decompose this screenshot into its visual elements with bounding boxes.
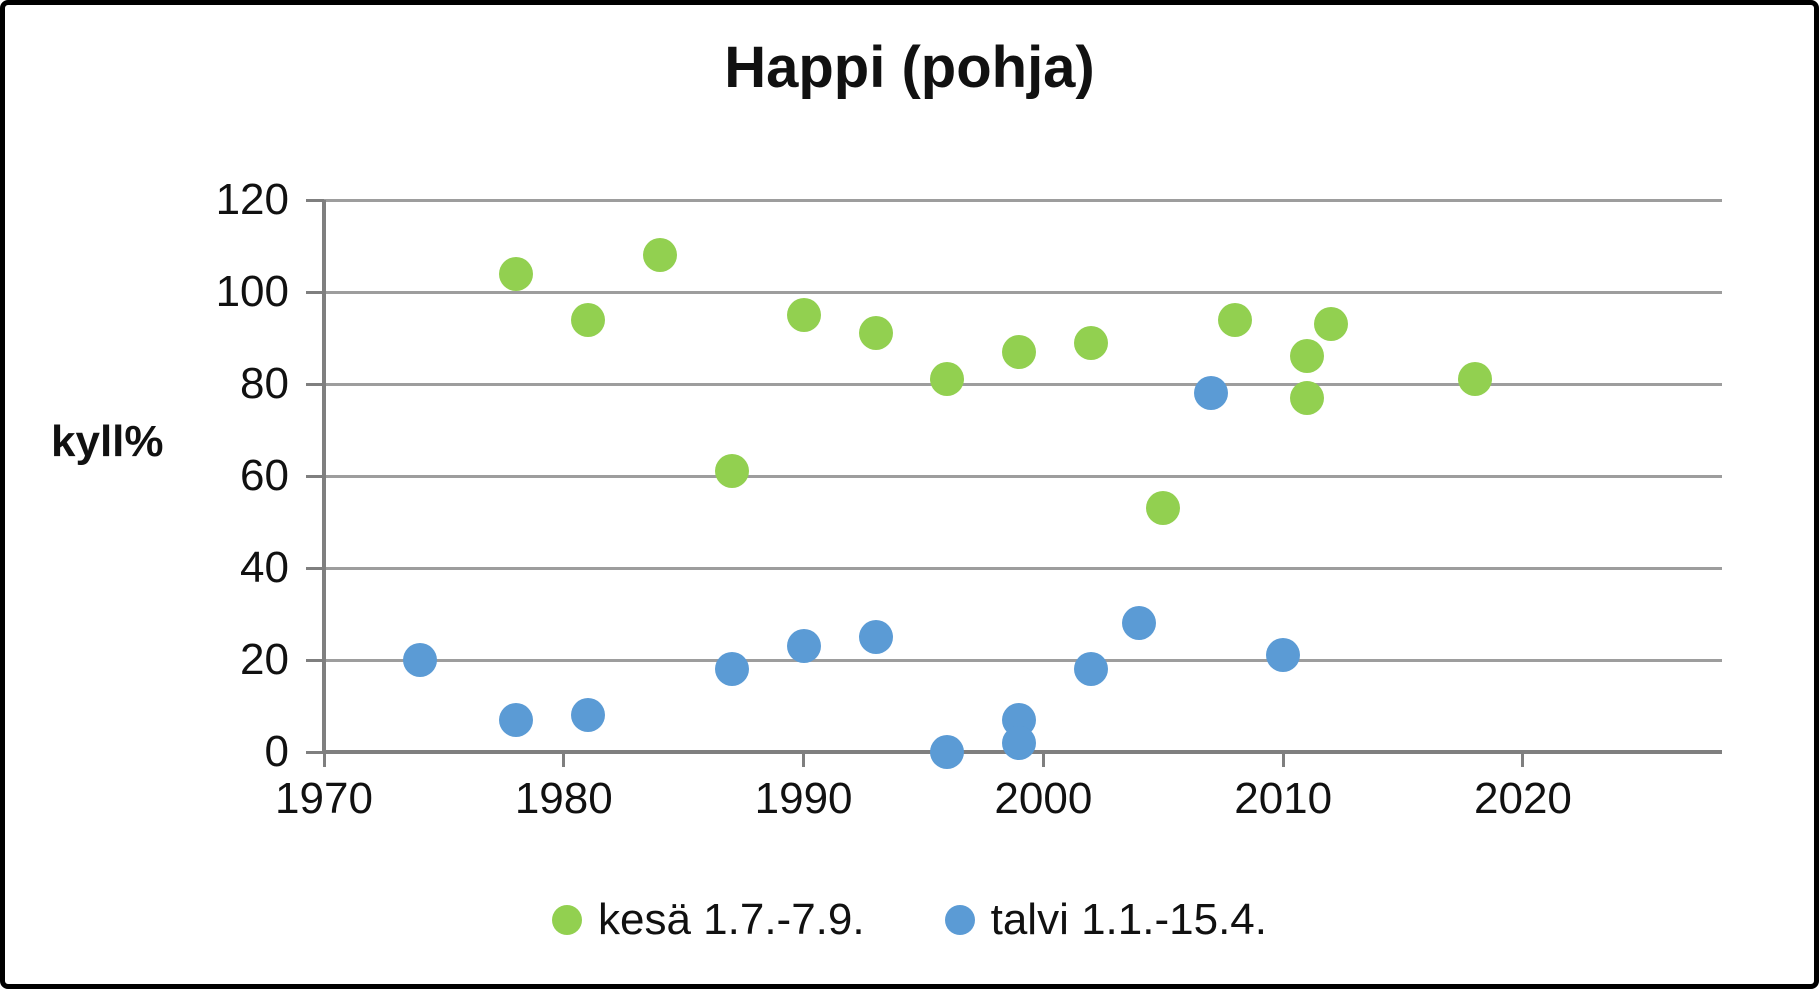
data-point: [1074, 325, 1109, 360]
gridline: [324, 382, 1722, 386]
y-tick-label: 20: [240, 635, 289, 684]
legend-item: kesä 1.7.-7.9.: [552, 895, 865, 945]
x-tick-label: 1990: [754, 774, 853, 823]
legend-item: talvi 1.1.-15.4.: [944, 895, 1267, 945]
data-point: [930, 362, 965, 397]
data-point: [642, 238, 677, 273]
y-axis-tick: [306, 290, 324, 294]
data-point: [570, 698, 605, 733]
y-axis-tick: [306, 198, 324, 202]
y-tick-label: 60: [240, 451, 289, 500]
y-axis-tick: [306, 474, 324, 478]
x-tick-label: 2010: [1234, 774, 1333, 823]
data-point: [498, 256, 533, 291]
y-tick-label: 40: [240, 543, 289, 592]
y-tick-label: 0: [264, 727, 289, 776]
data-point: [858, 620, 893, 654]
data-point: [1194, 376, 1229, 411]
data-point: [498, 702, 533, 737]
x-axis-tick: [1041, 752, 1045, 767]
gridline: [324, 566, 1722, 570]
x-tick-label: 1980: [514, 774, 613, 823]
legend-marker-icon: [552, 905, 582, 935]
x-axis-tick: [1521, 752, 1525, 767]
data-point: [1290, 380, 1325, 415]
legend-marker-icon: [944, 905, 975, 935]
data-point: [1002, 725, 1037, 760]
data-point: [1458, 362, 1492, 397]
y-axis-tick: [306, 566, 324, 570]
y-axis-line: [322, 200, 326, 752]
data-point: [786, 629, 821, 664]
y-tick-label: 120: [215, 175, 289, 224]
y-axis-title: kyll%: [51, 417, 164, 466]
data-point: [714, 454, 749, 489]
data-point: [1074, 652, 1109, 687]
x-axis-tick: [322, 752, 326, 767]
gridline: [324, 198, 1722, 202]
gridline: [324, 658, 1722, 662]
data-point: [1218, 302, 1253, 337]
plot-area: 0 20 40 60 80 100 120 1970 1980 1990 2000 2010 2020: [216, 175, 1722, 823]
x-axis-tick: [802, 752, 806, 767]
data-point: [402, 643, 437, 677]
x-tick-label: 2000: [994, 774, 1093, 823]
data-point: [786, 298, 821, 332]
data-point: [1146, 491, 1181, 526]
data-point: [570, 302, 605, 337]
y-tick-label: 80: [240, 359, 289, 408]
gridline: [324, 290, 1722, 294]
data-point: [714, 652, 749, 687]
legend-label: kesä 1.7.-7.9.: [598, 895, 865, 944]
y-axis-tick: [306, 658, 324, 662]
x-tick-label: 2020: [1474, 774, 1572, 823]
x-tick-label: 1970: [275, 774, 373, 823]
data-point: [1314, 307, 1349, 342]
x-axis-tick: [1281, 752, 1285, 767]
data-point: [930, 735, 965, 769]
y-axis-tick: [306, 382, 324, 386]
y-tick-label: 100: [215, 267, 289, 316]
data-point: [858, 316, 893, 351]
chart-title: Happi (pohja): [724, 35, 1095, 100]
y-axis-tick: [306, 750, 324, 754]
data-point: [1122, 606, 1157, 641]
legend: kesä 1.7.-7.9. talvi 1.1.-15.4.: [5, 895, 1814, 945]
data-point: [1002, 334, 1037, 369]
x-axis-tick: [562, 752, 566, 767]
gridline: [324, 474, 1722, 478]
data-point: [1266, 638, 1301, 673]
legend-label: talvi 1.1.-15.4.: [990, 895, 1267, 944]
data-point: [1290, 339, 1325, 374]
